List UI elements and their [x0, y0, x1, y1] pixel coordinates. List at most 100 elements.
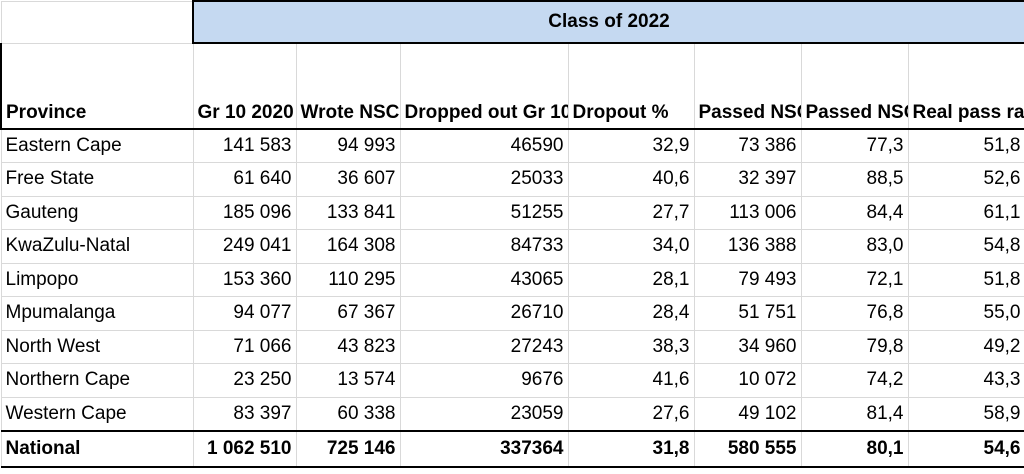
table-cell[interactable]: 43 823 — [295, 329, 401, 364]
table-cell[interactable]: 23059 — [399, 396, 569, 431]
table-cell[interactable]: 71 066 — [192, 329, 297, 364]
table-cell[interactable]: 27,7 — [567, 195, 695, 230]
table-cell[interactable]: 110 295 — [295, 262, 401, 297]
table-cell[interactable]: 72,1 — [800, 262, 909, 297]
table-cell[interactable]: 164 308 — [295, 229, 401, 264]
table-cell[interactable]: 54,8 — [907, 229, 1024, 264]
table-cell[interactable]: 73 386 — [693, 128, 802, 163]
group-header-cell[interactable]: Class of 2022 — [192, 0, 1024, 44]
table-row: Mpumalanga 94 077 67 367 26710 28,4 51 751 76,… — [0, 296, 1024, 331]
total-cell[interactable]: 54,6 — [907, 429, 1024, 468]
table-cell[interactable]: 74,2 — [800, 363, 909, 398]
table-cell[interactable]: 41,6 — [567, 363, 695, 398]
table-cell[interactable]: 81,4 — [800, 396, 909, 431]
table-cell[interactable]: 133 841 — [295, 195, 401, 230]
table-cell[interactable]: 83 397 — [192, 396, 297, 431]
total-label[interactable]: National — [0, 429, 194, 468]
table-cell[interactable]: 36 607 — [295, 162, 401, 197]
table-cell[interactable]: 61,1 — [907, 195, 1024, 230]
total-cell[interactable]: 1 062 510 — [192, 429, 297, 468]
total-row: National 1 062 510 725 146 337364 31,8 5… — [0, 429, 1024, 468]
table-cell[interactable]: 58,9 — [907, 396, 1024, 431]
table-cell[interactable]: 153 360 — [192, 262, 297, 297]
table-cell[interactable]: 136 388 — [693, 229, 802, 264]
table-cell[interactable]: 185 096 — [192, 195, 297, 230]
table-cell[interactable]: 113 006 — [693, 195, 802, 230]
table-cell[interactable]: 94 993 — [295, 128, 401, 163]
table-cell[interactable]: 61 640 — [192, 162, 297, 197]
province-cell[interactable]: Eastern Cape — [0, 128, 194, 163]
column-header-row: Province Gr 10 2020 Wrote NSC 2022 Dropp… — [0, 42, 1024, 130]
province-cell[interactable]: Gauteng — [0, 195, 194, 230]
table-cell[interactable]: 28,4 — [567, 296, 695, 331]
total-cell[interactable]: 337364 — [399, 429, 569, 468]
table-cell[interactable]: 67 367 — [295, 296, 401, 331]
table-cell[interactable]: 79 493 — [693, 262, 802, 297]
table-cell[interactable]: 13 574 — [295, 363, 401, 398]
table-cell[interactable]: 51,8 — [907, 262, 1024, 297]
table-cell[interactable]: 10 072 — [693, 363, 802, 398]
province-cell[interactable]: Northern Cape — [0, 363, 194, 398]
header-dropped-out[interactable]: Dropped out Gr 10-12 — [399, 42, 569, 130]
table-cell[interactable]: 27,6 — [567, 396, 695, 431]
table-cell[interactable]: 49 102 — [693, 396, 802, 431]
province-cell[interactable]: KwaZulu-Natal — [0, 229, 194, 264]
table-cell[interactable]: 84733 — [399, 229, 569, 264]
table-cell[interactable]: 27243 — [399, 329, 569, 364]
table-cell[interactable]: 51 751 — [693, 296, 802, 331]
table-cell[interactable]: 55,0 — [907, 296, 1024, 331]
table-cell[interactable]: 83,0 — [800, 229, 909, 264]
table-cell[interactable]: 25033 — [399, 162, 569, 197]
table-cell[interactable]: 51255 — [399, 195, 569, 230]
table-cell[interactable]: 40,6 — [567, 162, 695, 197]
blank-cell[interactable] — [0, 0, 194, 44]
table-cell[interactable]: 84,4 — [800, 195, 909, 230]
table-row: Gauteng 185 096 133 841 51255 27,7 113 006 84,… — [0, 195, 1024, 230]
table-cell[interactable]: 38,3 — [567, 329, 695, 364]
table-cell[interactable]: 49,2 — [907, 329, 1024, 364]
table-cell[interactable]: 94 077 — [192, 296, 297, 331]
province-cell[interactable]: Mpumalanga — [0, 296, 194, 331]
header-wrote-nsc[interactable]: Wrote NSC 2022 — [295, 42, 401, 130]
total-cell[interactable]: 31,8 — [567, 429, 695, 468]
table-cell[interactable]: 28,1 — [567, 262, 695, 297]
province-cell[interactable]: North West — [0, 329, 194, 364]
table-cell[interactable]: 9676 — [399, 363, 569, 398]
table-cell[interactable]: 32 397 — [693, 162, 802, 197]
table-row: North West 71 066 43 823 27243 38,3 34 960 79,… — [0, 329, 1024, 364]
table-cell[interactable]: 34,0 — [567, 229, 695, 264]
table-cell[interactable]: 77,3 — [800, 128, 909, 163]
total-cell[interactable]: 580 555 — [693, 429, 802, 468]
table-row: Eastern Cape 141 583 94 993 46590 32,9 73 386… — [0, 128, 1024, 163]
table-cell[interactable]: 43,3 — [907, 363, 1024, 398]
table-cell[interactable]: 249 041 — [192, 229, 297, 264]
province-cell[interactable]: Limpopo — [0, 262, 194, 297]
header-passed-nsc[interactable]: Passed NSC — [693, 42, 802, 130]
table-cell[interactable]: 52,6 — [907, 162, 1024, 197]
table-row: KwaZulu-Natal 249 041 164 308 84733 34,0 136 … — [0, 229, 1024, 264]
header-passed-nsc-pct[interactable]: Passed NSC % — [800, 42, 909, 130]
header-dropout-pct[interactable]: Dropout % — [567, 42, 695, 130]
table-cell[interactable]: 26710 — [399, 296, 569, 331]
table-cell[interactable]: 141 583 — [192, 128, 297, 163]
table-cell[interactable]: 76,8 — [800, 296, 909, 331]
table-cell[interactable]: 46590 — [399, 128, 569, 163]
table-cell[interactable]: 43065 — [399, 262, 569, 297]
table-cell[interactable]: 88,5 — [800, 162, 909, 197]
header-gr10-2020[interactable]: Gr 10 2020 — [192, 42, 297, 130]
province-cell[interactable]: Western Cape — [0, 396, 194, 431]
total-cell[interactable]: 80,1 — [800, 429, 909, 468]
table-row: Western Cape 83 397 60 338 23059 27,6 49 102 8… — [0, 396, 1024, 431]
table-cell[interactable]: 23 250 — [192, 363, 297, 398]
header-real-pass-rate[interactable]: Real pass rate % — [907, 42, 1024, 130]
province-cell[interactable]: Free State — [0, 162, 194, 197]
table-cell[interactable]: 79,8 — [800, 329, 909, 364]
header-province[interactable]: Province — [0, 42, 194, 130]
total-cell[interactable]: 725 146 — [295, 429, 401, 468]
table-cell[interactable]: 51,8 — [907, 128, 1024, 163]
table-cell[interactable]: 34 960 — [693, 329, 802, 364]
table-row: Limpopo 153 360 110 295 43065 28,1 79 493 72,1… — [0, 262, 1024, 297]
table-cell[interactable]: 32,9 — [567, 128, 695, 163]
table-cell[interactable]: 60 338 — [295, 396, 401, 431]
